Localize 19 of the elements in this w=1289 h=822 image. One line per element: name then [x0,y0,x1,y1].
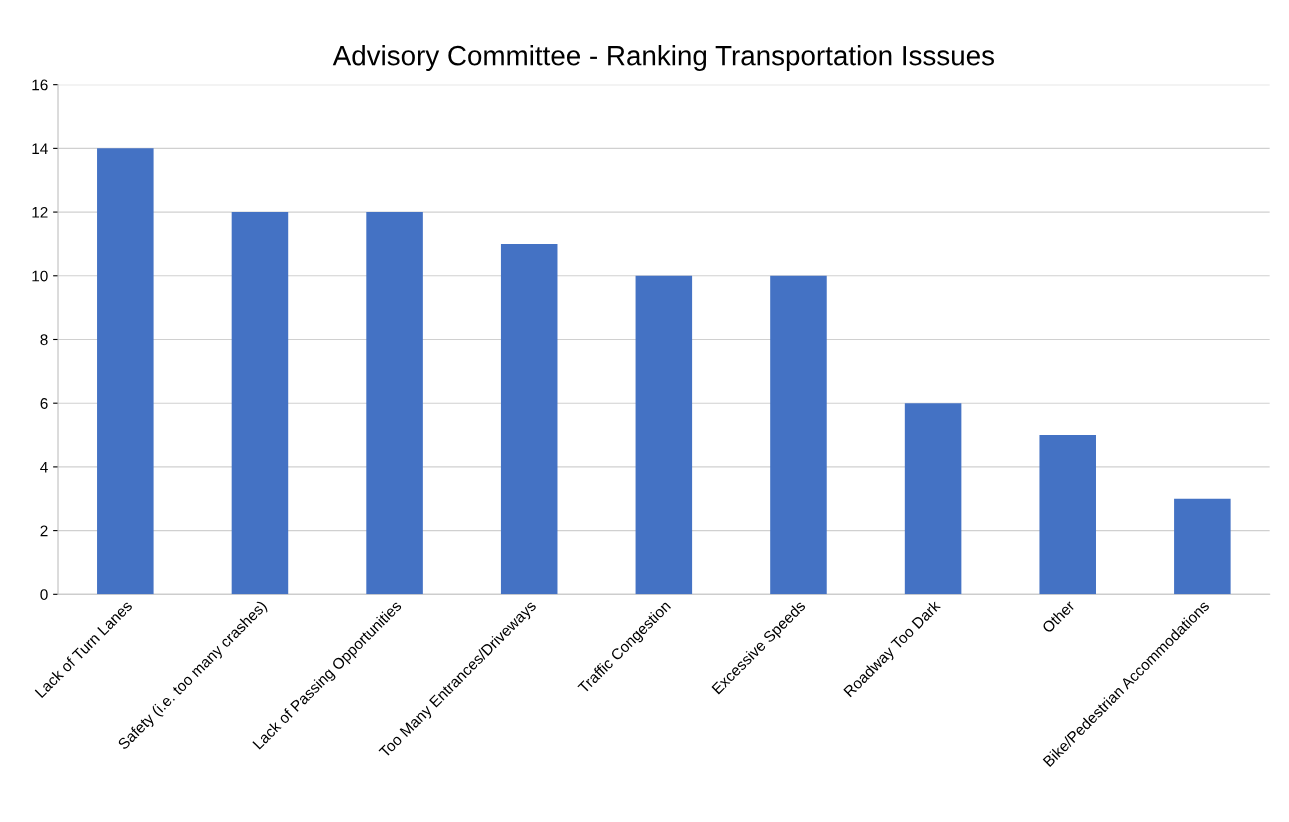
bar [366,212,423,595]
y-tick-label: 14 [32,143,48,154]
bar [635,275,693,595]
y-tick-label: 8 [40,334,48,346]
y-tick-label: 2 [40,525,48,537]
y-tick-label: 10 [32,270,48,282]
bar [97,148,154,595]
bar [1174,498,1231,595]
bar [231,212,289,595]
bar [770,275,827,595]
bar [904,403,962,595]
y-tick-label: 6 [40,398,48,409]
y-tick-label: 0 [40,589,48,600]
y-tick-label: 16 [32,79,48,91]
bar [1039,435,1096,595]
y-tick-label: 12 [32,206,48,218]
y-tick-label: 4 [40,461,48,473]
bar [500,243,558,595]
chart-title: Advisory Committee - Ranking Transportation Isssues [332,45,994,71]
